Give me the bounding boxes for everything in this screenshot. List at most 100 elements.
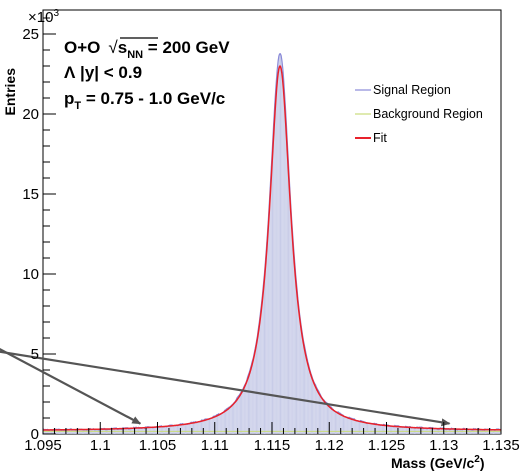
- histogram-bin: [384, 425, 386, 434]
- histogram-bin: [236, 398, 238, 434]
- histogram-bin: [272, 144, 273, 434]
- x-tick-label: 1.11: [201, 437, 229, 454]
- histogram-bin: [364, 422, 366, 434]
- histogram-bin: [172, 425, 174, 434]
- histogram-bin: [349, 418, 351, 434]
- histogram-bin: [368, 422, 370, 434]
- histogram-bin: [188, 423, 190, 434]
- histogram-bin: [332, 409, 334, 434]
- legend-label: Signal Region: [373, 83, 451, 97]
- histogram-bin: [377, 424, 379, 434]
- histogram-bin: [323, 400, 325, 434]
- histogram-bin: [338, 413, 340, 434]
- histogram-bin: [274, 103, 276, 434]
- histogram-bin: [307, 362, 309, 434]
- histogram-bin: [404, 427, 406, 434]
- histogram-bin: [297, 296, 299, 434]
- histogram-bin: [243, 386, 245, 434]
- histogram-bin: [207, 418, 209, 434]
- histogram-bin: [44, 429, 46, 434]
- histogram-bin: [227, 408, 229, 434]
- histogram-bin: [275, 85, 277, 434]
- histogram-bin: [301, 333, 303, 434]
- histogram-bin: [318, 393, 320, 434]
- histogram-bin: [163, 426, 165, 434]
- histogram-bin: [336, 411, 338, 434]
- histogram-bin: [395, 426, 397, 434]
- histogram-bin: [357, 420, 359, 434]
- histogram-bin: [158, 426, 160, 434]
- histogram-bin: [330, 407, 332, 434]
- histogram-bin: [246, 378, 248, 434]
- histogram-bin: [173, 425, 175, 434]
- histogram-bin: [170, 425, 172, 434]
- histogram-bin: [316, 389, 318, 434]
- histogram-bin: [361, 421, 363, 434]
- histogram-bin: [339, 413, 341, 434]
- histogram-bin: [285, 123, 287, 434]
- fit-line: [43, 65, 501, 431]
- histogram-bin: [175, 425, 177, 434]
- histogram-bin: [261, 296, 263, 434]
- histogram-bin: [388, 425, 390, 434]
- x-tick-label: 1.1: [90, 437, 111, 454]
- histogram-bin: [389, 425, 391, 434]
- histogram-bin: [294, 272, 296, 434]
- histogram-bin: [203, 420, 205, 434]
- histogram-bin: [302, 340, 304, 434]
- histogram-bin: [252, 358, 254, 434]
- x-tick-label: 1.115: [254, 437, 290, 454]
- histogram-bin: [238, 395, 240, 434]
- histogram-bin: [254, 347, 256, 434]
- histogram-bin: [213, 416, 215, 434]
- histogram-bin: [407, 427, 409, 434]
- y-tick-label: 25: [22, 26, 39, 43]
- histogram-bin: [217, 415, 219, 434]
- histogram-bin: [401, 426, 403, 434]
- histogram-bin: [231, 404, 233, 434]
- histogram-bin: [267, 225, 269, 434]
- histogram-bin: [262, 285, 264, 434]
- histogram-bin: [380, 424, 382, 434]
- histogram-bin: [283, 85, 285, 434]
- histogram-bin: [281, 59, 283, 434]
- histogram-bin: [340, 414, 342, 434]
- y-axis-title: Entries: [2, 68, 18, 116]
- histogram-bin: [152, 427, 154, 434]
- histogram-bin: [202, 420, 204, 434]
- annotation-line-2: Λ |y| < 0.9: [64, 63, 142, 82]
- histogram-bin: [402, 426, 404, 434]
- histogram-bin: [408, 427, 410, 434]
- histogram-bin: [329, 406, 331, 434]
- histogram-bin: [221, 412, 223, 434]
- histogram-bin: [205, 419, 207, 434]
- histogram-bin: [411, 427, 413, 434]
- histogram-bin: [325, 402, 327, 434]
- histogram-bin: [201, 420, 202, 434]
- legend-label: Fit: [373, 131, 387, 145]
- histogram-bin: [48, 429, 50, 434]
- histogram-bin: [143, 427, 145, 434]
- histogram-bin: [321, 396, 323, 434]
- histogram-bin: [47, 429, 49, 434]
- histogram-bin: [258, 325, 260, 434]
- histogram-bin: [189, 423, 191, 434]
- histogram-bin: [226, 409, 228, 434]
- histogram-bin: [280, 53, 281, 434]
- histogram-bin: [257, 333, 259, 434]
- histogram-bin: [251, 362, 253, 434]
- histogram-bin: [333, 410, 335, 434]
- histogram-bin: [378, 424, 380, 434]
- histogram-bin: [167, 425, 169, 434]
- histogram-bin: [292, 242, 294, 434]
- histogram-bin: [371, 423, 373, 434]
- histogram-bin: [396, 426, 398, 434]
- histogram-bin: [164, 426, 166, 434]
- histogram-bin: [241, 391, 243, 434]
- histogram-bin: [405, 427, 407, 434]
- histogram-bin: [403, 426, 405, 434]
- x-tick-label: 1.105: [139, 437, 177, 454]
- histogram-bin: [346, 417, 348, 434]
- histogram-bin: [324, 401, 326, 434]
